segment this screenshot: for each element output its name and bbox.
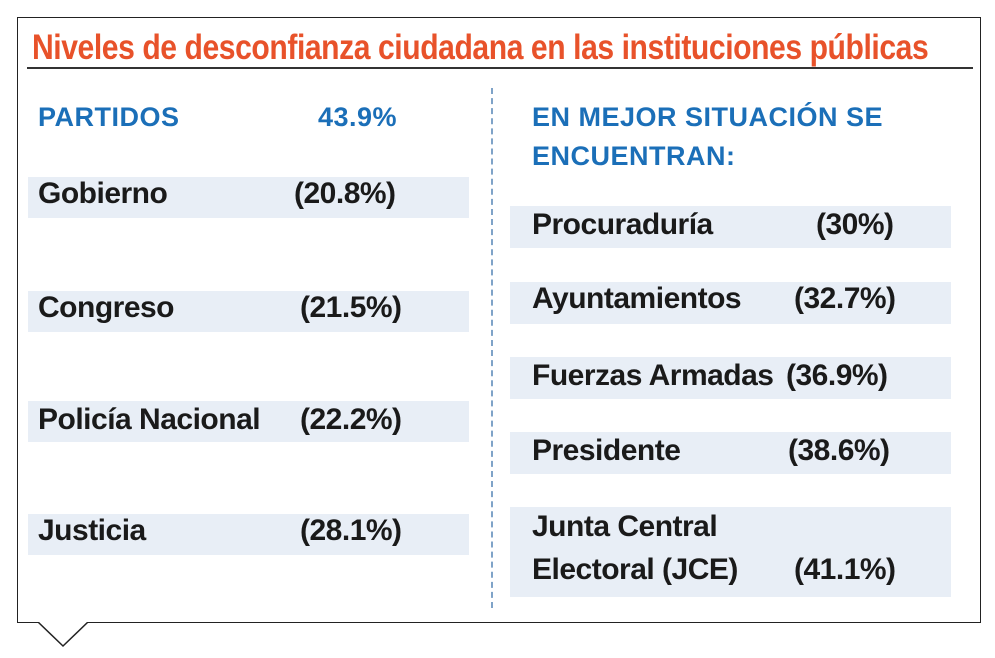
left-row-justicia: Justicia (28.1%) [28, 514, 469, 555]
row-value: (32.7%) [794, 282, 896, 315]
row-value: (41.1%) [794, 553, 896, 586]
left-header-value: 43.9% [318, 102, 398, 132]
row-value: (36.9%) [786, 359, 888, 392]
row-value: (22.2%) [300, 403, 402, 436]
right-row-ayuntamientos: Ayuntamientos (32.7%) [510, 282, 951, 324]
right-header-line2: ENCUENTRAN: [532, 141, 736, 171]
right-row-procuraduria: Procuraduría (30%) [510, 206, 951, 248]
row-value: (38.6%) [788, 434, 890, 467]
right-row-fuerzas-armadas: Fuerzas Armadas (36.9%) [510, 357, 951, 399]
row-label: Gobierno [38, 177, 168, 210]
right-header-line1: EN MEJOR SITUACIÓN SE [532, 102, 884, 132]
chart-title: Niveles de desconfianza ciudadana en las… [32, 28, 929, 67]
column-divider [491, 88, 493, 608]
left-row-policia: Policía Nacional (22.2%) [28, 401, 469, 442]
row-label: Congreso [38, 291, 175, 324]
row-label-line2: Electoral (JCE) [532, 553, 738, 586]
right-row-presidente: Presidente (38.6%) [510, 432, 951, 474]
row-label: Fuerzas Armadas [532, 359, 774, 392]
row-value: (21.5%) [300, 291, 402, 324]
row-value: (28.1%) [300, 514, 402, 547]
left-row-congreso: Congreso (21.5%) [28, 291, 469, 332]
right-row-jce: Junta Central Electoral (JCE) (41.1%) [510, 507, 951, 597]
row-label: Presidente [532, 434, 681, 467]
row-label: Ayuntamientos [532, 282, 742, 315]
row-value: (20.8%) [294, 177, 396, 210]
left-header-label: PARTIDOS [38, 102, 180, 132]
row-label: Justicia [38, 514, 146, 547]
title-rule [27, 67, 973, 69]
row-label: Procuraduría [532, 208, 713, 241]
left-row-gobierno: Gobierno (20.8%) [28, 177, 469, 218]
row-label: Policía Nacional [38, 403, 261, 436]
row-label-line1: Junta Central [532, 510, 718, 543]
row-value: (30%) [816, 208, 894, 241]
